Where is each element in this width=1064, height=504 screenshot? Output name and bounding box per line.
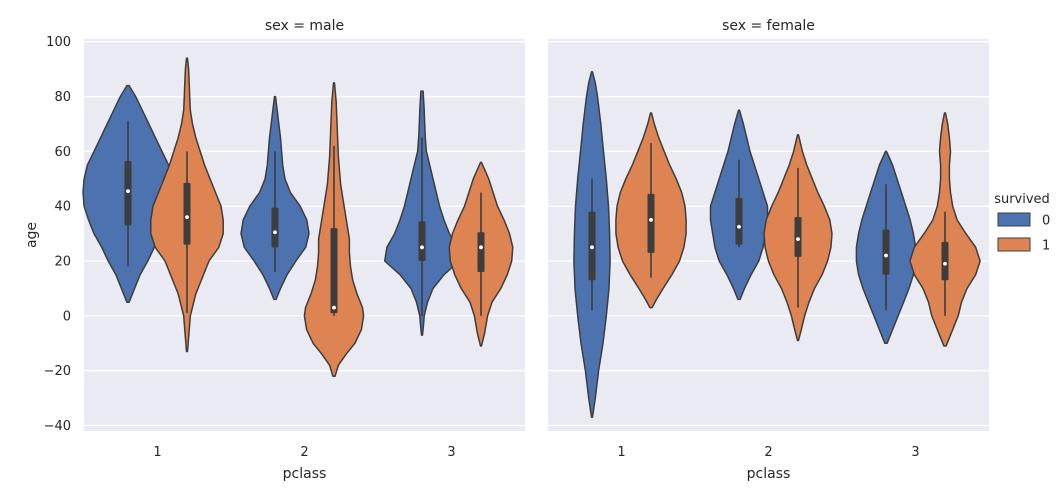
x-axis-label: pclass: [747, 466, 791, 482]
violin-iqr-box: [735, 197, 743, 245]
violin-sex-female-pclass-2-survived-1: [763, 134, 833, 342]
violin-iqr-box: [183, 182, 191, 245]
x-tick-label: 2: [300, 445, 308, 460]
violin-sex-female-pclass-3-survived-1: [909, 112, 981, 347]
violin-sex-female-pclass-1-survived-1: [615, 112, 687, 309]
violin-sex-female-pclass-3-survived-0: [855, 150, 917, 345]
violin-median-point: [590, 245, 594, 250]
violin-median-point: [126, 189, 130, 194]
y-tick-label: 20: [54, 255, 71, 270]
facet-title: sex = male: [265, 18, 344, 34]
violin-iqr-box: [794, 217, 802, 257]
x-axis-label: pclass: [283, 466, 327, 482]
violin-iqr-box: [477, 232, 485, 273]
x-tick-label: 1: [617, 445, 625, 460]
y-tick-label: 40: [54, 200, 71, 215]
facet-panel-2: sex = female 1 2 3 pclass: [548, 18, 989, 482]
violin-sex-male-pclass-2-survived-1: [303, 82, 365, 377]
violin-median-point: [185, 215, 189, 220]
violin-median-point: [943, 261, 947, 266]
violin-iqr-box: [418, 221, 426, 262]
y-tick-label: −40: [44, 419, 71, 434]
x-tick-label: 3: [911, 445, 919, 460]
y-tick-label: 60: [54, 145, 71, 160]
violin-median-point: [332, 305, 336, 310]
y-tick-label: 100: [46, 35, 71, 50]
violin-median-point: [479, 245, 483, 250]
violin-median-point: [649, 218, 653, 222]
violin-iqr-box: [330, 228, 338, 314]
y-tick-label: 0: [63, 309, 71, 324]
y-axis-label: age: [24, 222, 40, 248]
violin-iqr-box: [941, 241, 949, 281]
violin-sex-male-pclass-1-survived-1: [150, 57, 224, 353]
x-tick-label: 2: [764, 445, 772, 460]
violin-median-point: [884, 253, 888, 258]
facet-title: sex = female: [722, 18, 815, 34]
violin-median-point: [737, 224, 741, 229]
legend-label: 0: [1042, 214, 1050, 229]
legend-title: survived: [994, 192, 1050, 207]
legend-swatch: [997, 237, 1031, 252]
violin-median-point: [273, 230, 277, 235]
violin-iqr-box: [271, 207, 279, 248]
x-tick-label: 1: [153, 445, 161, 460]
violin-sex-male-pclass-3-survived-1: [448, 161, 514, 347]
violin-median-point: [796, 237, 800, 242]
x-tick-label: 3: [447, 445, 455, 460]
y-tick-label: 80: [54, 90, 71, 105]
violin-sex-male-pclass-2-survived-0: [240, 95, 310, 301]
violin-iqr-box: [124, 160, 132, 226]
legend-swatch: [997, 212, 1031, 227]
legend: survived 0 1: [994, 192, 1050, 254]
legend-label: 1: [1042, 239, 1050, 254]
violin-iqr-box: [647, 193, 655, 253]
violin-iqr-box: [882, 229, 890, 275]
violin-sex-female-pclass-1-survived-0: [573, 71, 611, 419]
facet-panel-1: sex = male 1 2 3 pclass: [82, 18, 525, 482]
violin-median-point: [420, 245, 424, 250]
y-tick-label: −20: [44, 364, 71, 379]
